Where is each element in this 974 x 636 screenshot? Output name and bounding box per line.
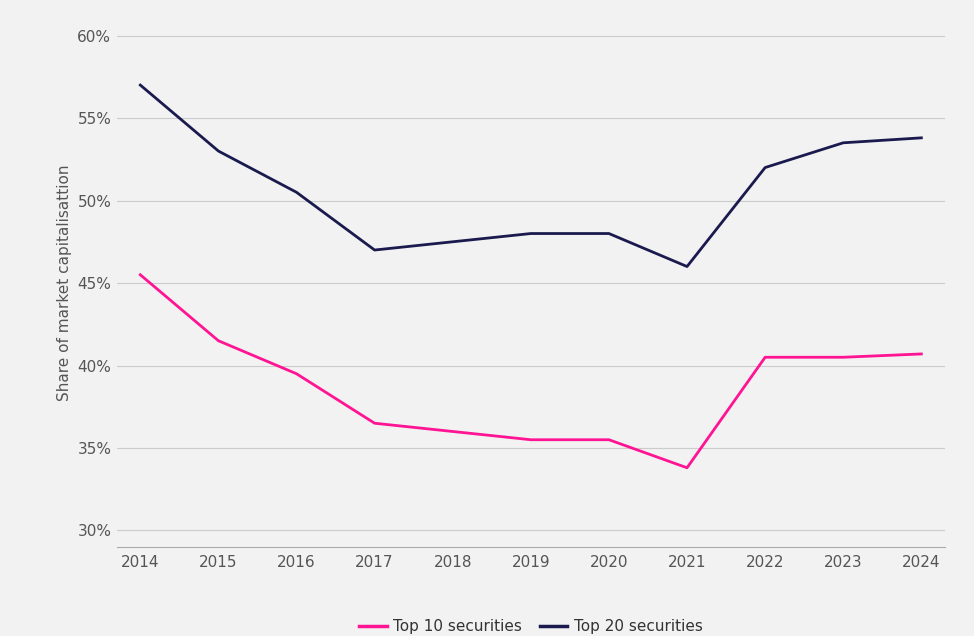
Top 10 securities [369,419,381,427]
Top 10 securities [447,427,459,435]
Top 10 securities [290,370,302,378]
Top 20 securities [681,263,693,270]
Top 10 securities [134,271,146,279]
Y-axis label: Share of market capitalisattion: Share of market capitalisattion [56,165,72,401]
Top 20 securities [212,147,224,155]
Top 10 securities [603,436,615,443]
Top 20 securities [603,230,615,237]
Top 20 securities [760,163,771,171]
Top 20 securities [447,238,459,245]
Line: Top 20 securities: Top 20 securities [140,85,921,266]
Top 20 securities [916,134,927,142]
Top 10 securities [681,464,693,471]
Top 20 securities [838,139,849,147]
Line: Top 10 securities: Top 10 securities [140,275,921,467]
Top 20 securities [290,188,302,196]
Top 20 securities [525,230,537,237]
Top 10 securities [916,350,927,358]
Top 10 securities [212,337,224,345]
Top 20 securities [369,246,381,254]
Top 10 securities [525,436,537,443]
Legend: Top 10 securities, Top 20 securities: Top 10 securities, Top 20 securities [353,612,709,636]
Top 10 securities [760,354,771,361]
Top 20 securities [134,81,146,89]
Top 10 securities [838,354,849,361]
